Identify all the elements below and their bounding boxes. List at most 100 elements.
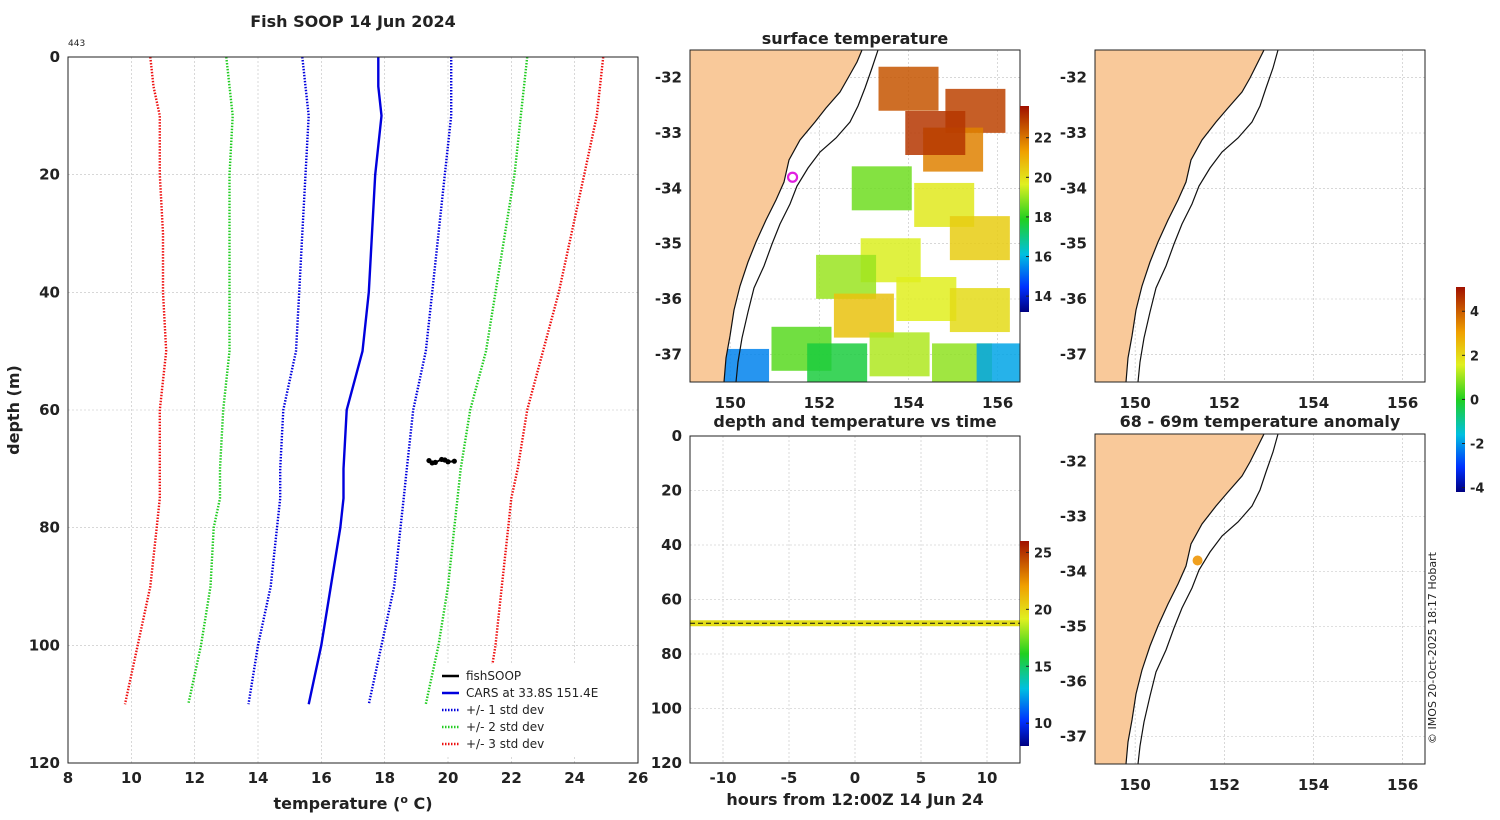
time-series-colorbar-tick-label: 20 <box>1034 603 1052 618</box>
legend-label-fishsoop: fishSOOP <box>466 669 521 683</box>
credit-text: © IMOS 20-Oct-2025 18:17 Hobart <box>1426 551 1439 744</box>
map-top-right-land <box>1095 50 1264 382</box>
sst-map-x-tick-label: 156 <box>982 394 1013 412</box>
sst-colorbar-tick-label: 14 <box>1034 290 1052 305</box>
time-series-colorbar-tick-label: 10 <box>1034 717 1052 732</box>
profile-title: Fish SOOP 14 Jun 2024 <box>250 12 456 31</box>
legend-label-std2: +/- 2 std dev <box>466 720 544 734</box>
sst-map-cells <box>709 66 1020 382</box>
profile-x-tick-label: 22 <box>501 769 522 787</box>
time-series-y-tick-label: 120 <box>651 754 682 772</box>
profile-line-cars <box>307 57 383 705</box>
sst-map-cell <box>878 66 939 111</box>
legend-label-cars: CARS at 33.8S 151.4E <box>466 686 598 700</box>
profile-y-axis-label: depth (m) <box>4 365 23 455</box>
time-series-y-tick-label: 0 <box>672 427 682 445</box>
profile-lines <box>123 56 605 705</box>
sst-map-cell <box>869 332 930 377</box>
profile-line-std1-lower <box>247 56 310 705</box>
profile-line-std3-upper <box>484 56 605 705</box>
anomaly-colorbar <box>1456 287 1465 492</box>
profile-x-tick-label: 14 <box>248 769 269 787</box>
sst-colorbar-ticks: 14 16 18 20 22 <box>1026 132 1052 305</box>
profile-x-tick-label: 10 <box>121 769 142 787</box>
time-series-y-tick-label: 80 <box>661 645 682 663</box>
legend-label-std3: +/- 3 std dev <box>466 737 544 751</box>
sst-colorbar-tick-label: 22 <box>1034 132 1052 147</box>
profile-y-tick-label: 120 <box>29 754 60 772</box>
profile-y-tick-label: 0 <box>50 48 60 66</box>
map-top-right-y-tick-label: -37 <box>1060 345 1087 363</box>
sst-map-isobath <box>735 50 879 382</box>
sst-map-cell <box>905 111 966 155</box>
profile-line-std2-upper <box>424 56 529 705</box>
profile-x-tick-label: 18 <box>374 769 395 787</box>
anomaly-map-x-tick-label: 156 <box>1387 776 1418 794</box>
sst-map-cell <box>816 254 877 299</box>
time-series-y-tick-label: 20 <box>661 482 682 500</box>
profile-axes-frame <box>67 56 639 764</box>
sst-map-y-tick-label: -33 <box>655 124 682 142</box>
time-series-colorbar-tick-label: 15 <box>1034 660 1052 675</box>
anomaly-colorbar-tick-label: -4 <box>1470 482 1484 497</box>
sst-map-y-tick-label: -36 <box>655 290 682 308</box>
sst-map-canvas <box>690 50 1020 382</box>
anomaly-colorbar-tick-label: 2 <box>1470 349 1479 364</box>
map-top-right-isobath <box>1137 50 1279 382</box>
legend-label-std1: +/- 1 std dev <box>466 703 544 717</box>
map-top-right-x-tick-label: 152 <box>1209 394 1240 412</box>
sst-colorbar-tick-label: 20 <box>1034 171 1052 186</box>
sst-map-x-tick-label: 152 <box>804 394 835 412</box>
time-series-x-tick-label: 10 <box>977 769 998 787</box>
profile-x-tick-label: 8 <box>63 769 73 787</box>
anomaly-colorbar-tick-label: -2 <box>1470 438 1484 453</box>
sst-map-coastline <box>723 50 863 382</box>
map-top-right-tick-labels: 150 152 154 156 -32 -33 -34 -35 -36 -37 <box>1060 69 1418 412</box>
time-series-y-tick-label: 40 <box>661 536 682 554</box>
profile-point-fishsoop <box>451 458 457 464</box>
time-series-colorbar <box>1020 541 1029 746</box>
sst-map-cell <box>896 277 957 321</box>
time-series-colorbar-ticks: 10 15 20 25 <box>1026 546 1052 732</box>
map-top-right-y-tick-label: -32 <box>1060 69 1087 87</box>
sst-map-y-tick-label: -35 <box>655 235 682 253</box>
anomaly-map-y-tick-label: -37 <box>1060 728 1087 746</box>
sst-colorbar-tick-label: 16 <box>1034 251 1052 266</box>
profile-point-fishsoop <box>442 457 448 463</box>
profile-y-tick-label: 20 <box>39 166 60 184</box>
sst-map-cell <box>807 343 868 382</box>
time-series-x-tick-label: -5 <box>781 769 798 787</box>
time-series-y-tick-label: 60 <box>661 591 682 609</box>
anomaly-map-frame <box>1094 433 1426 765</box>
map-top-right-grid <box>1095 50 1425 382</box>
map-top-right-x-tick-label: 150 <box>1119 394 1150 412</box>
sst-colorbar-tick-label: 18 <box>1034 211 1052 226</box>
profile-point-fishsoop <box>429 460 435 466</box>
anomaly-colorbar-ticks: -4 -2 0 2 4 <box>1462 305 1484 497</box>
sst-map-cell <box>976 343 1020 382</box>
profile-y-tick-label: 40 <box>39 283 60 301</box>
sst-map-land <box>690 50 862 382</box>
sst-map-cell <box>949 216 1010 261</box>
anomaly-colorbar-tick-label: 0 <box>1470 393 1479 408</box>
profile-count-label: 443 <box>68 39 85 49</box>
anomaly-map-land <box>1095 434 1264 764</box>
map-top-right-coastline <box>1125 50 1265 382</box>
map-top-right-frame <box>1094 49 1426 383</box>
profile-x-tick-label: 16 <box>311 769 332 787</box>
time-series-colorbar-tick-label: 25 <box>1034 546 1052 561</box>
anomaly-map-title: 68 - 69m temperature anomaly <box>1120 412 1401 431</box>
anomaly-map-point <box>1192 555 1203 566</box>
map-top-right-x-tick-label: 154 <box>1298 394 1329 412</box>
sst-colorbar <box>1020 106 1029 312</box>
profile-x-tick-label: 24 <box>564 769 585 787</box>
time-series-y-tick-label: 100 <box>651 700 682 718</box>
anomaly-map-x-tick-label: 152 <box>1209 776 1240 794</box>
sst-map-cell <box>833 293 894 338</box>
legend-box <box>436 664 616 756</box>
map-top-right-y-tick-label: -34 <box>1060 179 1087 197</box>
sst-map-location-marker <box>786 171 799 183</box>
anomaly-map-y-tick-label: -36 <box>1060 673 1087 691</box>
time-series-x-tick-label: 0 <box>850 769 860 787</box>
